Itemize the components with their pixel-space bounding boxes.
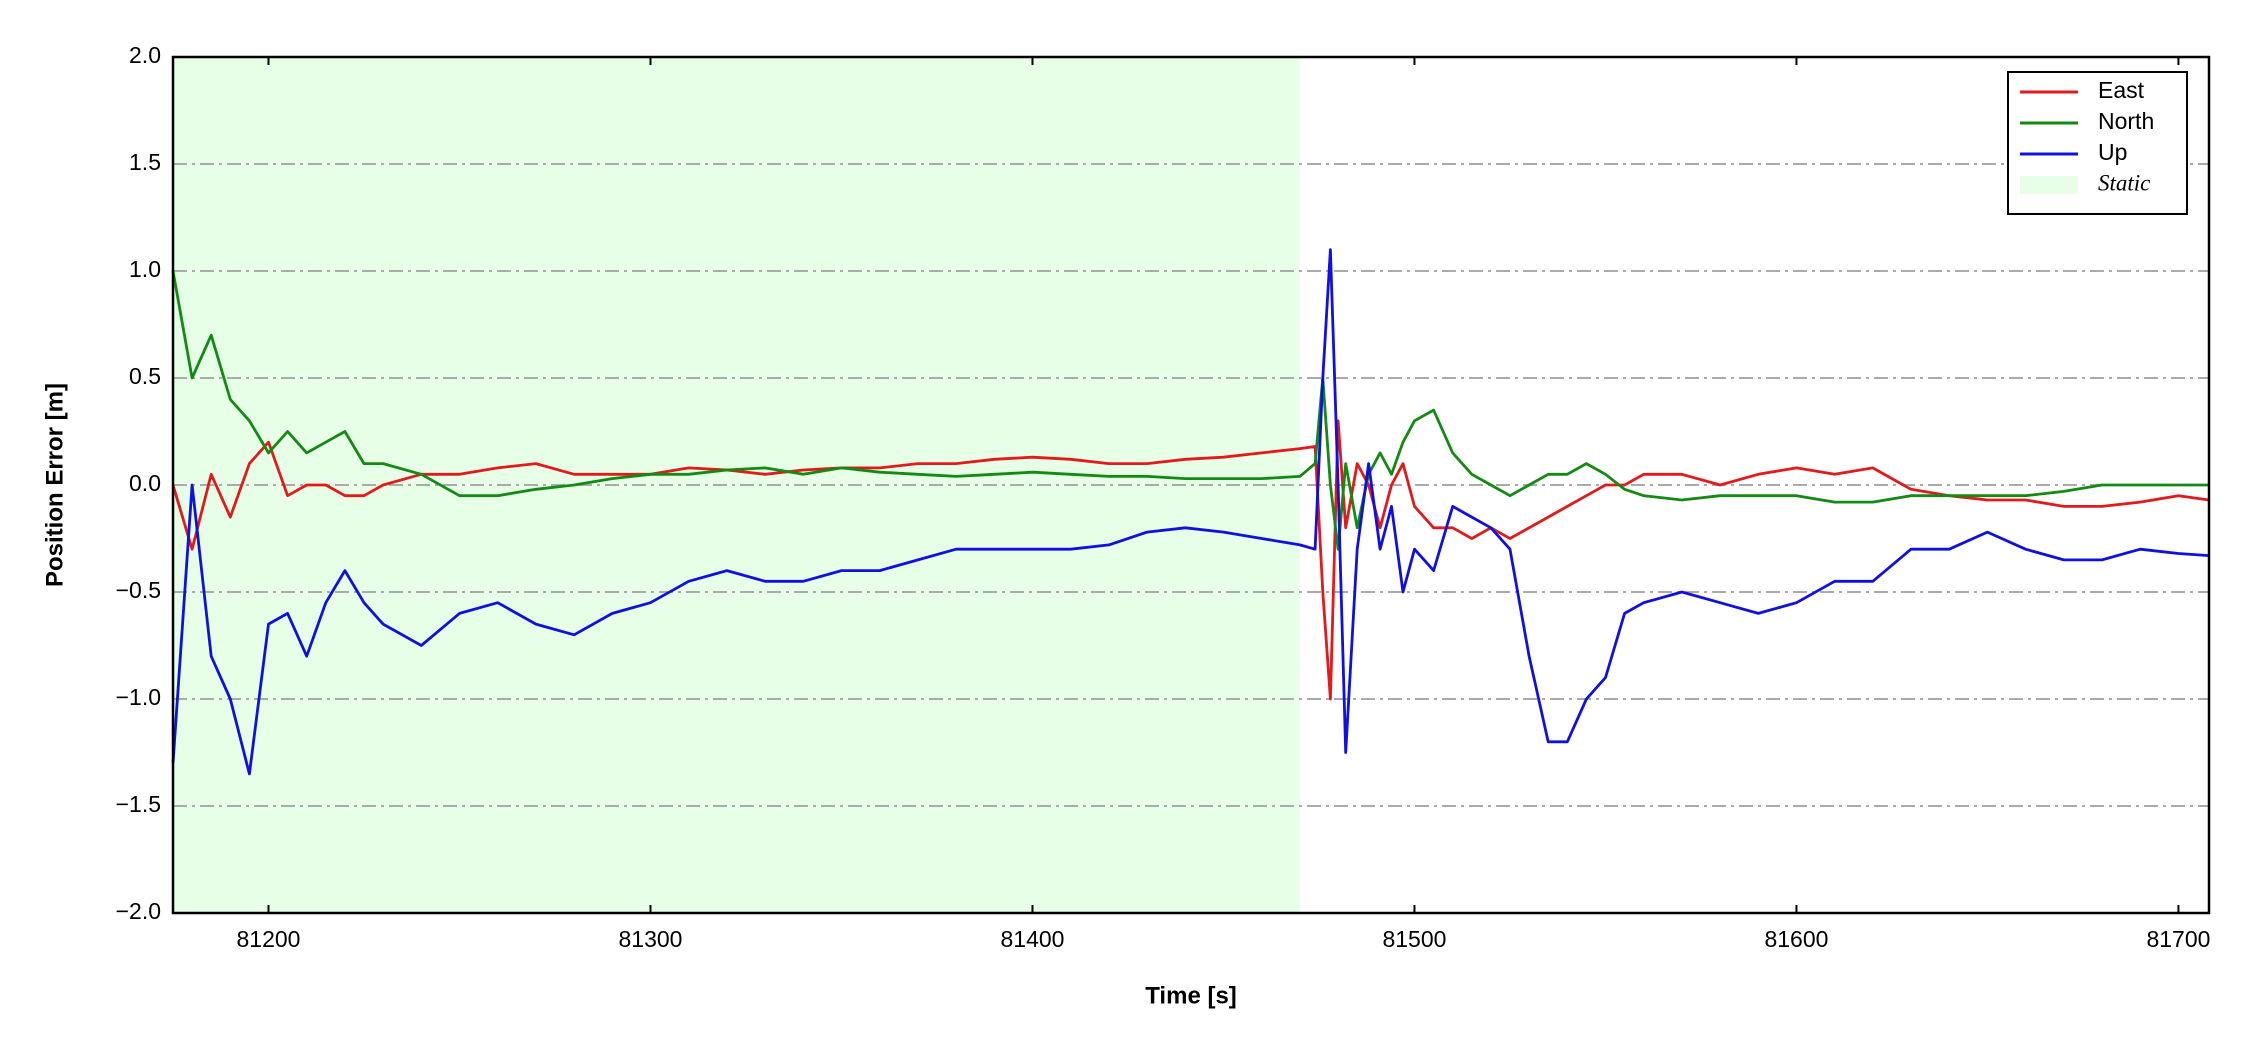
- legend-label: Static: [2098, 170, 2150, 195]
- series-line: [171, 270, 2209, 551]
- y-tick-label: −1.5: [116, 791, 161, 817]
- series-line: [171, 419, 2210, 701]
- y-tick-label: −0.5: [116, 577, 161, 603]
- x-tick-label: 81400: [1000, 926, 1064, 952]
- legend-swatch: [2020, 176, 2078, 194]
- y-tick-label: 0.5: [129, 363, 161, 389]
- x-tick-label: 81600: [1764, 926, 1828, 952]
- x-axis-label: Time [s]: [1145, 982, 1237, 1009]
- legend-label: East: [2098, 77, 2145, 103]
- plot-frame: [171, 55, 2211, 915]
- x-tick-label: 81700: [2146, 926, 2210, 952]
- x-tick-label: 81200: [237, 926, 301, 952]
- y-tick-label: 1.0: [129, 256, 161, 282]
- y-axis-label: Position Error [m]: [41, 383, 68, 587]
- y-tick-label: 0.0: [129, 470, 161, 496]
- legend-label: North: [2098, 108, 2154, 134]
- series-line: [171, 248, 2210, 776]
- y-tick-label: −1.0: [116, 684, 161, 710]
- x-tick-label: 81300: [619, 926, 683, 952]
- y-tick-label: 1.5: [129, 149, 161, 175]
- y-tick-label: 2.0: [129, 42, 161, 68]
- x-tick-label: 81500: [1382, 926, 1446, 952]
- legend-label: Up: [2098, 139, 2127, 165]
- y-tick-label: −2.0: [116, 898, 161, 924]
